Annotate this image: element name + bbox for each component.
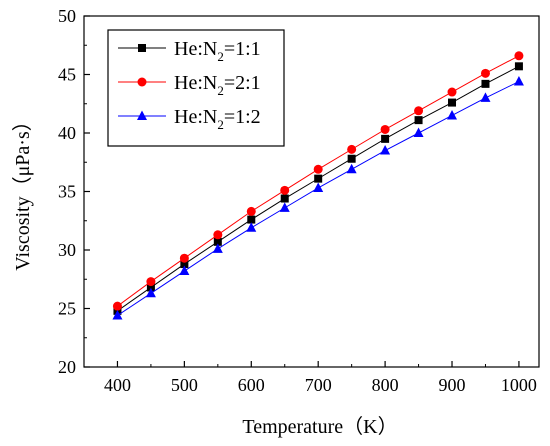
data-point bbox=[112, 301, 122, 311]
data-point bbox=[481, 79, 490, 88]
data-point bbox=[146, 277, 156, 287]
x-tick-label: 800 bbox=[372, 375, 399, 395]
data-point bbox=[447, 109, 458, 120]
data-point bbox=[213, 237, 222, 246]
y-tick-label: 30 bbox=[58, 240, 76, 260]
data-point bbox=[347, 144, 357, 154]
legend-marker bbox=[137, 110, 147, 120]
legend-label: He:N2=2:1 bbox=[174, 72, 261, 98]
data-point bbox=[414, 106, 424, 116]
series-layer bbox=[112, 51, 524, 320]
data-point bbox=[380, 124, 390, 134]
legend-entry: He:N2=2:1 bbox=[118, 72, 261, 98]
legend-box bbox=[107, 29, 285, 147]
legend-entry: He:N2=1:1 bbox=[118, 38, 261, 64]
x-tick-label: 600 bbox=[238, 375, 265, 395]
data-point bbox=[346, 163, 357, 174]
data-point bbox=[179, 253, 189, 263]
data-point bbox=[347, 154, 356, 163]
y-tick-label: 20 bbox=[58, 357, 76, 377]
data-point bbox=[313, 182, 324, 192]
data-point bbox=[413, 127, 424, 137]
data-point bbox=[514, 51, 524, 61]
data-point bbox=[447, 87, 457, 97]
data-point bbox=[480, 68, 490, 78]
series-3 bbox=[112, 76, 524, 320]
data-point bbox=[112, 310, 123, 320]
series-2 bbox=[112, 51, 524, 311]
data-point bbox=[246, 206, 256, 216]
data-point bbox=[280, 185, 290, 195]
data-point bbox=[180, 260, 189, 269]
data-point bbox=[480, 92, 491, 102]
data-point bbox=[212, 243, 223, 253]
y-tick-label: 50 bbox=[58, 6, 76, 26]
data-point bbox=[146, 283, 155, 292]
data-point bbox=[514, 62, 523, 71]
data-point bbox=[380, 145, 391, 155]
x-axis-title: Temperature（K） bbox=[242, 415, 397, 438]
legend-marker bbox=[138, 44, 146, 52]
x-tick-label: 1000 bbox=[501, 375, 537, 395]
data-point bbox=[213, 230, 223, 240]
data-point bbox=[145, 287, 156, 298]
data-point bbox=[381, 134, 390, 143]
legend-label: He:N2=1:1 bbox=[174, 38, 261, 64]
y-axis-title: Viscosity（μPa·s） bbox=[11, 111, 34, 271]
x-tick-label: 700 bbox=[305, 375, 332, 395]
legend-marker bbox=[137, 77, 147, 87]
data-point bbox=[448, 98, 457, 107]
x-tick-label: 500 bbox=[171, 375, 198, 395]
legend-label: He:N2=1:2 bbox=[174, 106, 261, 132]
x-tick-label: 900 bbox=[439, 375, 466, 395]
y-tick-label: 25 bbox=[58, 299, 76, 319]
series-1 bbox=[113, 62, 523, 315]
data-point bbox=[179, 265, 190, 276]
data-point bbox=[313, 164, 323, 174]
data-point bbox=[279, 202, 290, 212]
data-point bbox=[247, 215, 256, 224]
legend-entry: He:N2=1:2 bbox=[118, 106, 261, 132]
data-point bbox=[314, 174, 323, 183]
data-point bbox=[513, 76, 524, 86]
axis-ticks: 400 500 600 700 800 900 1000 20 25 30 35 40 45 50 bbox=[58, 6, 537, 395]
data-point bbox=[280, 194, 289, 203]
y-tick-label: 35 bbox=[58, 182, 76, 202]
x-tick-label: 400 bbox=[104, 375, 131, 395]
legend: He:N2=1:1 He:N2=2:1 He:N2=1:2 bbox=[107, 29, 285, 147]
data-point bbox=[246, 222, 257, 232]
data-point bbox=[414, 116, 423, 125]
y-tick-label: 45 bbox=[58, 65, 76, 85]
y-tick-label: 40 bbox=[58, 123, 76, 143]
